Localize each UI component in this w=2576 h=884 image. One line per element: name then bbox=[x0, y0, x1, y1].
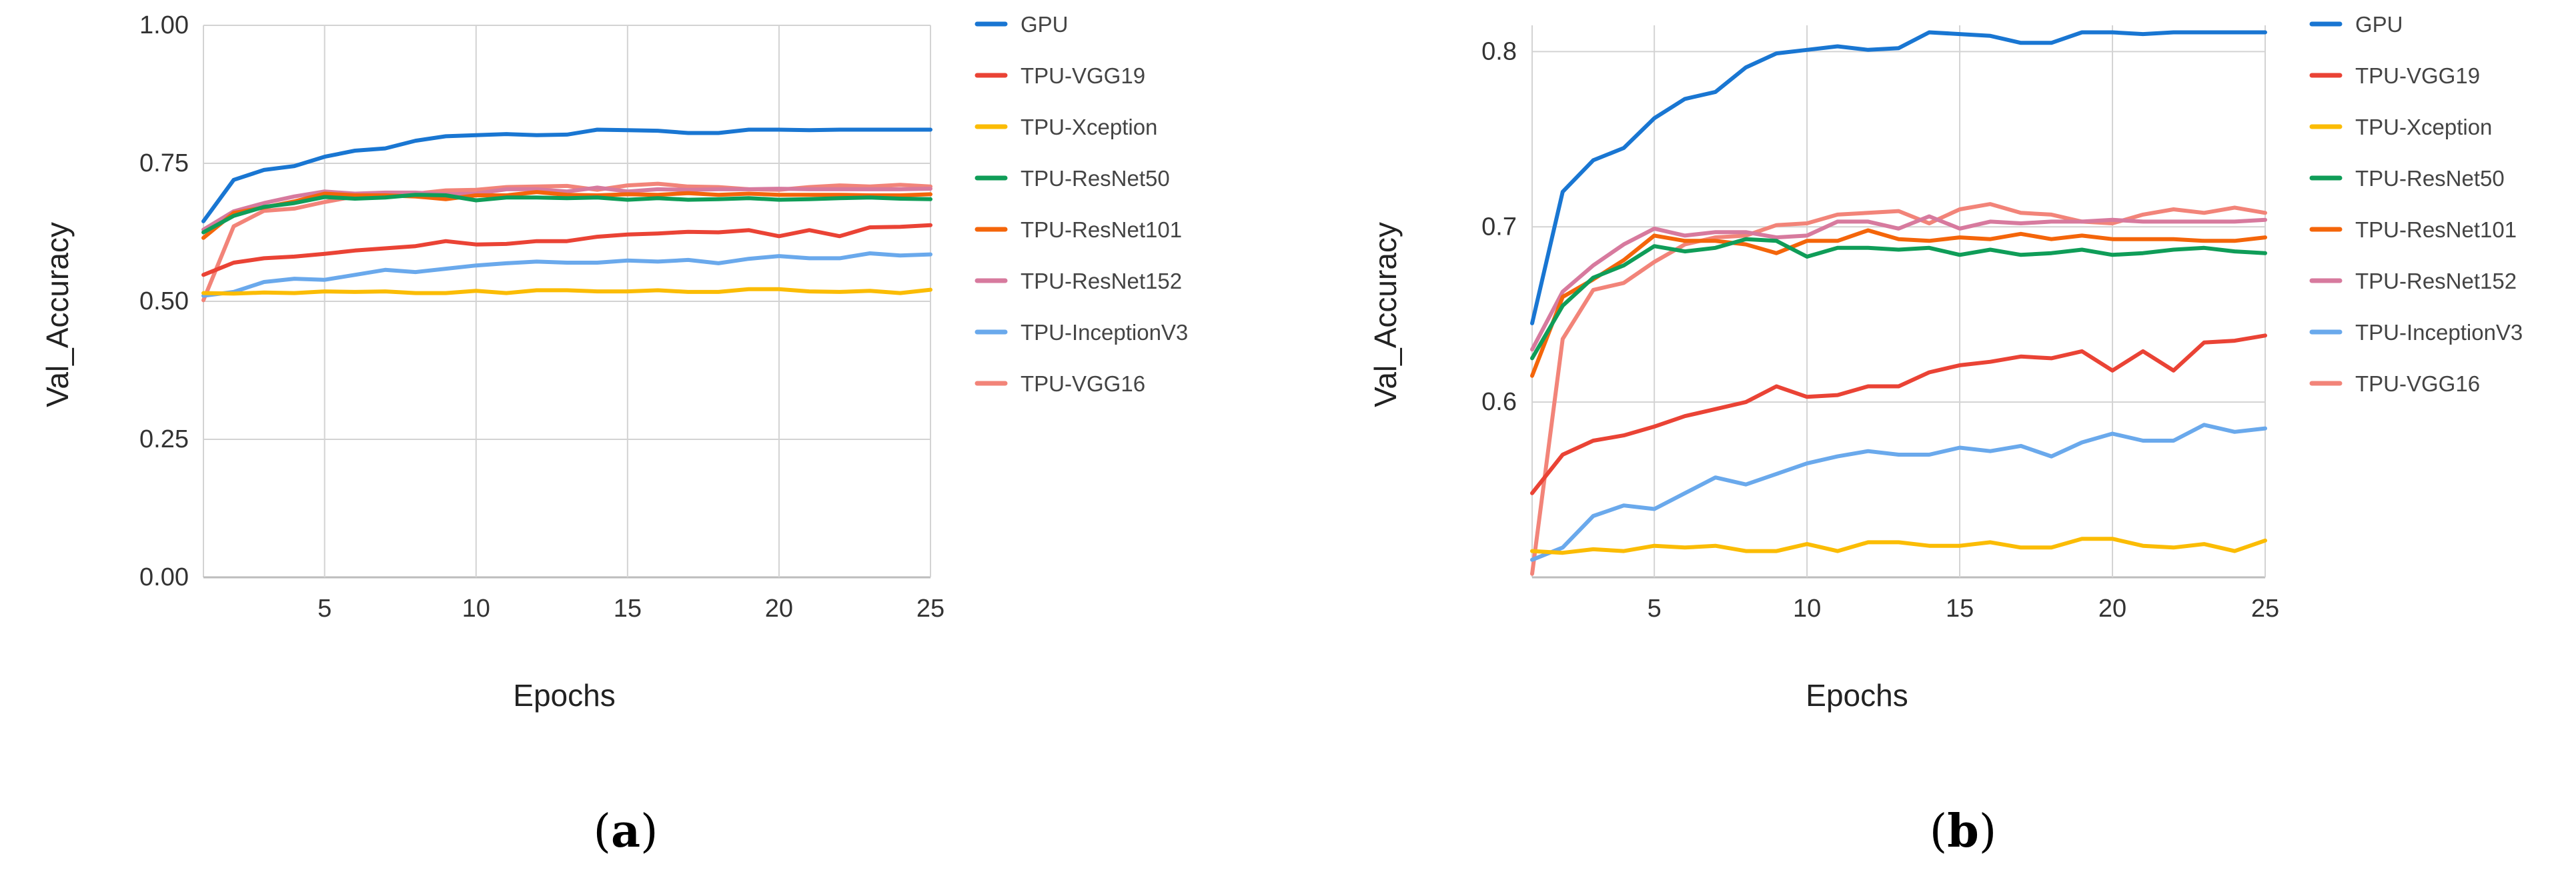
y-tick-label: 0.7 bbox=[1481, 213, 1517, 241]
legend-item-gpu: GPU bbox=[2309, 12, 2403, 37]
legend-label: TPU-Xception bbox=[1021, 115, 1157, 139]
x-tick-label: 10 bbox=[1793, 595, 1821, 623]
caption-open-paren: ( bbox=[593, 805, 611, 858]
y-tick-label: 0.25 bbox=[139, 425, 189, 453]
legend-item-tpu-vgg19: TPU-VGG19 bbox=[2309, 63, 2480, 88]
legend-label: TPU-ResNet101 bbox=[2355, 217, 2517, 242]
x-tick-label: 5 bbox=[1648, 595, 1662, 623]
legend-item-tpu-resnet101: TPU-ResNet101 bbox=[2309, 217, 2517, 242]
legend-label: TPU-ResNet152 bbox=[1021, 269, 1182, 293]
legend-label: TPU-VGG19 bbox=[2355, 63, 2480, 88]
legend-item-tpu-resnet101: TPU-ResNet101 bbox=[975, 217, 1182, 242]
y-gridlines bbox=[1531, 25, 2265, 577]
y-tick-label: 0.50 bbox=[139, 287, 189, 315]
caption-close-paren: ) bbox=[1979, 805, 1997, 858]
series-line-tpu-vgg16 bbox=[1530, 202, 2267, 576]
legend-item-gpu: GPU bbox=[975, 12, 1069, 37]
y-tick-label: 1.00 bbox=[139, 11, 189, 39]
legend-item-tpu-inceptionv3: TPU-InceptionV3 bbox=[2309, 320, 2523, 345]
caption-close-paren: ) bbox=[640, 805, 658, 858]
x-tick-label: 15 bbox=[1946, 595, 1974, 623]
legend-label: TPU-ResNet101 bbox=[1021, 217, 1182, 242]
y-tick-labels: 0.6 0.7 0.8 bbox=[1481, 37, 1517, 416]
legend-label: TPU-InceptionV3 bbox=[2355, 320, 2523, 345]
legend-label: TPU-InceptionV3 bbox=[1021, 320, 1188, 345]
legend-item-tpu-inceptionv3: TPU-InceptionV3 bbox=[975, 320, 1188, 345]
legend: GPU TPU-VGG19 TPU-Xception TPU-ResNet50 TPU-… bbox=[975, 12, 1188, 396]
legend: GPU TPU-VGG19 TPU-Xception TPU-ResNet50 TPU-… bbox=[2309, 12, 2523, 396]
x-axis-title: Epochs bbox=[513, 678, 615, 713]
legend-label: TPU-VGG16 bbox=[1021, 371, 1145, 396]
series-line-tpu-vgg19 bbox=[1530, 333, 2267, 495]
series-line-gpu bbox=[1530, 30, 2267, 325]
legend-label: TPU-VGG19 bbox=[1021, 63, 1145, 88]
legend-label: TPU-ResNet50 bbox=[1021, 166, 1170, 191]
legend-item-tpu-vgg16: TPU-VGG16 bbox=[975, 371, 1145, 396]
x-tick-label: 20 bbox=[765, 595, 793, 623]
x-tick-label: 5 bbox=[317, 595, 332, 623]
series-lines bbox=[201, 127, 932, 303]
series-line-tpu-resnet152 bbox=[201, 185, 932, 232]
legend-item-tpu-resnet152: TPU-ResNet152 bbox=[2309, 269, 2517, 293]
x-gridlines bbox=[203, 25, 931, 579]
legend-item-tpu-resnet50: TPU-ResNet50 bbox=[2309, 166, 2505, 191]
legend-item-tpu-vgg19: TPU-VGG19 bbox=[975, 63, 1145, 88]
x-axis-title: Epochs bbox=[1806, 678, 1908, 713]
caption-letter: a bbox=[611, 805, 640, 858]
series-line-tpu-resnet50 bbox=[201, 193, 932, 235]
y-axis-title: Val_Accuracy bbox=[1368, 222, 1403, 407]
legend-label: GPU bbox=[1021, 12, 1069, 37]
legend-label: TPU-VGG16 bbox=[2355, 371, 2480, 396]
legend-label: TPU-Xception bbox=[2355, 115, 2492, 139]
series-line-tpu-xception bbox=[201, 287, 932, 296]
chart-panel-b: 0.6 0.7 0.8 5 10 15 20 25 Val_Accuracy Epochs … bbox=[1288, 0, 2576, 884]
legend-item-tpu-xception: TPU-Xception bbox=[2309, 115, 2492, 139]
panel-caption: (b) bbox=[1930, 805, 1997, 858]
caption-open-paren: ( bbox=[1930, 805, 1948, 858]
line-chart-b: 0.60.70.8 5 10 15 20 25 Val_Accuracy Epochs … bbox=[1368, 12, 2523, 858]
legend-label: TPU-ResNet50 bbox=[2355, 166, 2505, 191]
y-tick-labels: 0.00 0.25 0.50 0.75 1.00 bbox=[139, 11, 189, 591]
x-tick-label: 25 bbox=[2251, 595, 2279, 623]
y-tick-label: 0.00 bbox=[139, 563, 189, 591]
x-tick-label: 20 bbox=[2098, 595, 2126, 623]
series-line-tpu-resnet101 bbox=[1530, 228, 2267, 378]
x-tick-label: 15 bbox=[614, 595, 642, 623]
series-line-gpu bbox=[201, 127, 932, 223]
legend-item-tpu-vgg16: TPU-VGG16 bbox=[2309, 371, 2480, 396]
series-line-tpu-resnet50 bbox=[1530, 237, 2267, 361]
y-tick-label: 0.8 bbox=[1481, 37, 1517, 65]
panel-caption: (a) bbox=[593, 805, 658, 858]
legend-label: TPU-ResNet152 bbox=[2355, 269, 2517, 293]
y-tick-label: 0.75 bbox=[139, 149, 189, 177]
series-line-tpu-resnet152 bbox=[1530, 214, 2267, 352]
legend-item-tpu-resnet152: TPU-ResNet152 bbox=[975, 269, 1182, 293]
series-line-tpu-resnet101 bbox=[201, 190, 932, 240]
legend-label: GPU bbox=[2355, 12, 2403, 37]
x-tick-label: 10 bbox=[462, 595, 490, 623]
x-gridlines bbox=[1532, 25, 2266, 579]
y-axis-title: Val_Accuracy bbox=[40, 222, 75, 407]
series-line-tpu-inceptionv3 bbox=[201, 251, 932, 298]
y-gridlines bbox=[203, 25, 930, 578]
legend-item-tpu-xception: TPU-Xception bbox=[975, 115, 1157, 139]
x-tick-label: 25 bbox=[916, 595, 944, 623]
series-line-tpu-xception bbox=[1530, 537, 2267, 555]
series-line-tpu-vgg19 bbox=[201, 223, 932, 277]
series-lines bbox=[1530, 30, 2267, 576]
chart-panel-a: 0.00 0.25 0.50 0.75 1.00 5 10 15 20 25 Val_Accur… bbox=[40, 11, 1188, 858]
line-chart-a: 0.00 0.25 0.50 0.75 1.00 5 10 15 20 25 Val_Accur… bbox=[40, 11, 1188, 858]
y-tick-label: 0.6 bbox=[1481, 388, 1517, 416]
x-tick-labels: 5 10 15 20 25 bbox=[317, 595, 944, 623]
series-line-tpu-vgg16 bbox=[201, 181, 932, 303]
legend-item-tpu-resnet50: TPU-ResNet50 bbox=[975, 166, 1170, 191]
caption-letter: b bbox=[1947, 805, 1979, 858]
x-tick-labels: 5 10 15 20 25 bbox=[1648, 595, 2280, 623]
series-line-tpu-inceptionv3 bbox=[1530, 423, 2267, 562]
